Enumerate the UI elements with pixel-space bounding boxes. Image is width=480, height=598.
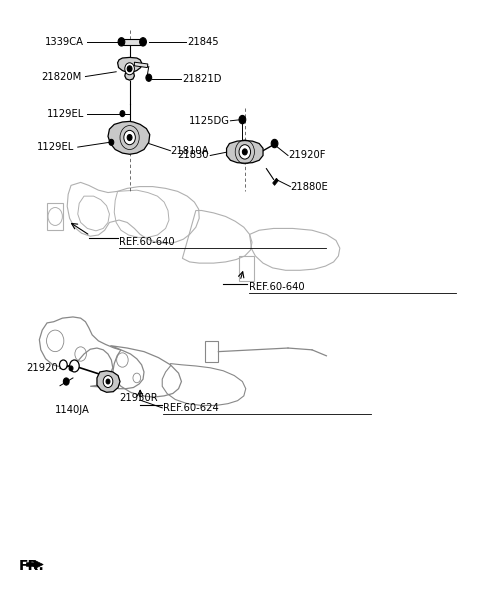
Text: 1129EL: 1129EL xyxy=(47,109,84,118)
Polygon shape xyxy=(134,62,148,68)
Circle shape xyxy=(271,139,278,148)
Text: 1339CA: 1339CA xyxy=(45,37,84,47)
Polygon shape xyxy=(97,371,120,392)
Polygon shape xyxy=(273,178,278,185)
Polygon shape xyxy=(118,57,142,80)
Polygon shape xyxy=(122,39,142,45)
Circle shape xyxy=(60,360,67,370)
Circle shape xyxy=(127,135,132,141)
Text: REF.60-640: REF.60-640 xyxy=(119,237,175,246)
Text: 21920F: 21920F xyxy=(288,151,325,160)
Text: 1129EL: 1129EL xyxy=(37,142,74,152)
Text: 21920: 21920 xyxy=(26,364,58,373)
Polygon shape xyxy=(108,121,150,154)
Circle shape xyxy=(146,74,152,81)
Circle shape xyxy=(242,149,247,155)
Text: 21820M: 21820M xyxy=(41,72,82,81)
Circle shape xyxy=(69,366,73,371)
Text: REF.60-640: REF.60-640 xyxy=(249,282,304,292)
Text: 21950R: 21950R xyxy=(119,393,157,402)
Circle shape xyxy=(103,376,113,388)
Text: 21810A: 21810A xyxy=(170,146,209,155)
Text: 1125DG: 1125DG xyxy=(189,116,229,126)
Text: FR.: FR. xyxy=(19,559,45,573)
Circle shape xyxy=(118,38,125,46)
Text: REF.60-624: REF.60-624 xyxy=(163,403,219,413)
Circle shape xyxy=(109,139,114,145)
Circle shape xyxy=(239,145,251,159)
Circle shape xyxy=(125,63,134,75)
Text: 21880E: 21880E xyxy=(290,182,328,191)
Circle shape xyxy=(63,378,69,385)
Polygon shape xyxy=(227,141,263,163)
Text: 21845: 21845 xyxy=(187,37,219,47)
Circle shape xyxy=(120,111,125,117)
Text: 1140JA: 1140JA xyxy=(55,405,90,414)
Circle shape xyxy=(140,38,146,46)
Circle shape xyxy=(70,360,79,372)
Circle shape xyxy=(127,66,132,72)
Polygon shape xyxy=(26,560,43,569)
Text: 21830: 21830 xyxy=(177,151,209,160)
Text: 21821D: 21821D xyxy=(182,74,222,84)
Circle shape xyxy=(239,115,246,124)
Circle shape xyxy=(124,130,135,145)
Circle shape xyxy=(106,379,110,384)
